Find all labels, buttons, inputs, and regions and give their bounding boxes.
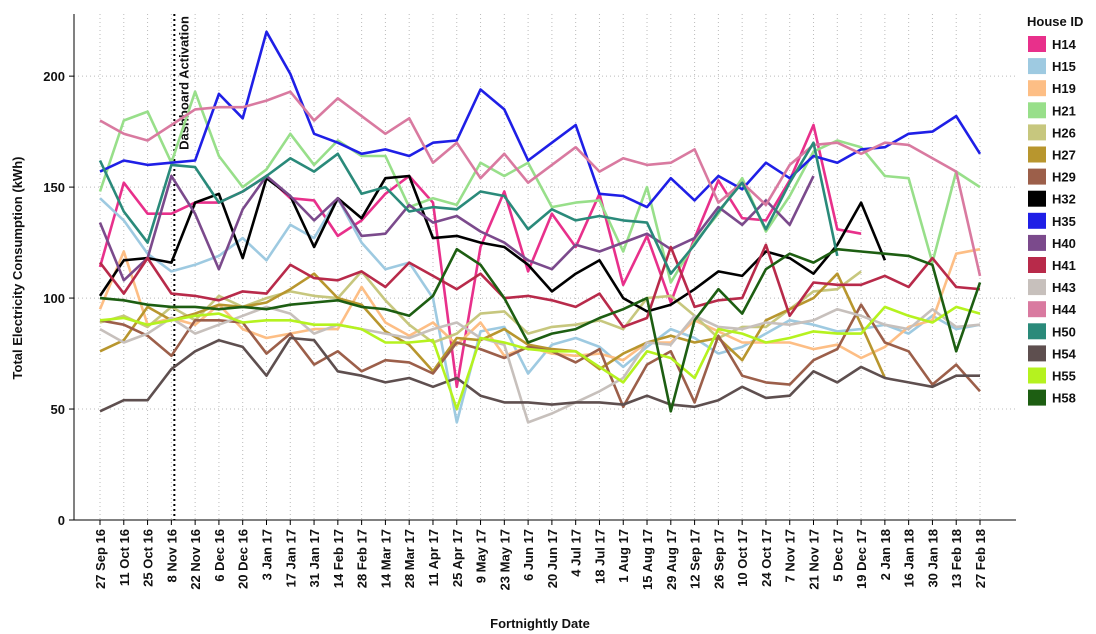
x-tick-label: 20 Jun 17 (545, 529, 560, 588)
x-tick-label: 27 Sep 16 (93, 529, 108, 589)
legend-label: H19 (1052, 81, 1076, 96)
series-line (99, 90, 982, 277)
series-line (99, 305, 981, 411)
legend-swatch (1028, 301, 1046, 318)
x-tick-label: 9 May 17 (474, 529, 489, 583)
x-tick-label: 14 Feb 17 (331, 529, 346, 588)
x-tick-label: 2 Jan 18 (878, 529, 893, 580)
x-tick-label: 11 Apr 17 (426, 529, 441, 586)
x-tick-label: 23 May 17 (497, 529, 512, 590)
legend-swatch (1028, 345, 1046, 362)
x-tick-label: 30 Jan 18 (925, 529, 940, 588)
y-tick-label: 0 (58, 513, 65, 528)
series-line (99, 270, 862, 344)
legend-label: H50 (1052, 324, 1076, 339)
legend-label: H15 (1052, 59, 1076, 74)
legend-label: H55 (1052, 369, 1076, 384)
x-tick-label: 3 Jan 17 (259, 529, 274, 580)
legend-label: H27 (1052, 148, 1076, 163)
x-tick-label: 20 Dec 16 (236, 529, 251, 589)
x-tick-label: 21 Nov 17 (807, 529, 822, 590)
legend-swatch (1028, 124, 1046, 141)
x-tick-label: 11 Oct 16 (117, 529, 132, 586)
legend-label: H58 (1052, 391, 1076, 406)
x-tick-label: 4 Jul 17 (569, 529, 584, 577)
legend-label: H21 (1052, 103, 1076, 118)
x-tick-label: 6 Dec 16 (212, 529, 227, 582)
series-line (98, 174, 887, 313)
x-tick-label: 17 Jan 17 (283, 529, 298, 588)
legend-label: H40 (1052, 236, 1076, 251)
x-tick-label: 24 Oct 17 (759, 529, 774, 587)
legend-swatch (1028, 257, 1046, 273)
legend-swatch (1028, 279, 1046, 296)
legend-label: H44 (1052, 302, 1077, 317)
x-tick-label: 6 Jun 17 (521, 529, 536, 581)
x-tick-label: 29 Aug 17 (664, 529, 679, 590)
x-tick-label: 25 Oct 16 (141, 529, 156, 587)
series-line (99, 336, 980, 413)
legend-label: H29 (1052, 170, 1076, 185)
x-axis-title: Fortnightly Date (490, 616, 590, 631)
annotation-text: Dashboard Activation (176, 16, 191, 150)
y-axis-title: Total Electricity Consumption (kWh) (10, 157, 25, 380)
x-tick-label: 18 Jul 17 (592, 529, 607, 584)
legend-swatch (1028, 102, 1046, 119)
x-tick-label: 16 Jan 18 (902, 529, 917, 588)
x-tick-label: 10 Oct 17 (735, 529, 750, 587)
x-tick-label: 12 Sep 17 (688, 529, 703, 589)
legend-label: H32 (1052, 192, 1076, 207)
legend-title: House ID (1027, 14, 1083, 29)
legend-swatch (1028, 168, 1046, 185)
x-tick-label: 26 Sep 17 (711, 529, 726, 589)
x-tick-label: 28 Mar 17 (402, 529, 417, 588)
y-tick-label: 200 (43, 69, 65, 84)
legend-swatch (1028, 80, 1046, 97)
legend-label: H43 (1052, 280, 1076, 295)
x-tick-label: 14 Mar 17 (378, 529, 393, 588)
x-tick-label: 8 Nov 16 (164, 529, 179, 582)
series-line (98, 243, 981, 329)
x-tick-label: 22 Nov 16 (188, 529, 203, 590)
legend-label: H54 (1052, 346, 1077, 361)
series-line (98, 174, 815, 282)
x-tick-label: 13 Feb 18 (949, 529, 964, 588)
y-tick-label: 50 (51, 402, 65, 417)
legend-swatch (1028, 58, 1046, 75)
series-line (99, 305, 981, 424)
series-line (99, 30, 982, 209)
series-line (98, 90, 981, 284)
legend-swatch (1028, 234, 1046, 251)
legend-label: H14 (1052, 37, 1077, 52)
legend-swatch (1028, 389, 1046, 406)
series-line (99, 247, 982, 413)
legend-swatch (1028, 36, 1046, 52)
x-tick-label: 27 Feb 18 (973, 529, 988, 588)
series-line (99, 272, 887, 379)
x-tick-label: 19 Dec 17 (854, 529, 869, 589)
x-tick-label: 15 Aug 17 (640, 529, 655, 590)
legend-swatch (1028, 190, 1046, 207)
legend-swatch (1028, 146, 1046, 163)
legend-swatch (1028, 367, 1046, 384)
x-tick-label: 28 Feb 17 (355, 529, 370, 588)
x-tick-label: 31 Jan 17 (307, 529, 322, 588)
x-tick-label: 1 Aug 17 (616, 529, 631, 583)
x-tick-label: 5 Dec 17 (830, 529, 845, 582)
legend-swatch (1028, 212, 1046, 229)
legend-swatch (1028, 323, 1046, 340)
y-tick-label: 100 (43, 291, 65, 306)
x-tick-label: 25 Apr 17 (450, 529, 465, 587)
y-tick-label: 150 (43, 180, 65, 195)
x-tick-label: 7 Nov 17 (783, 529, 798, 582)
legend-label: H35 (1052, 214, 1076, 229)
legend-label: H26 (1052, 125, 1076, 140)
series-line (98, 141, 839, 275)
legend-label: H41 (1052, 258, 1076, 273)
